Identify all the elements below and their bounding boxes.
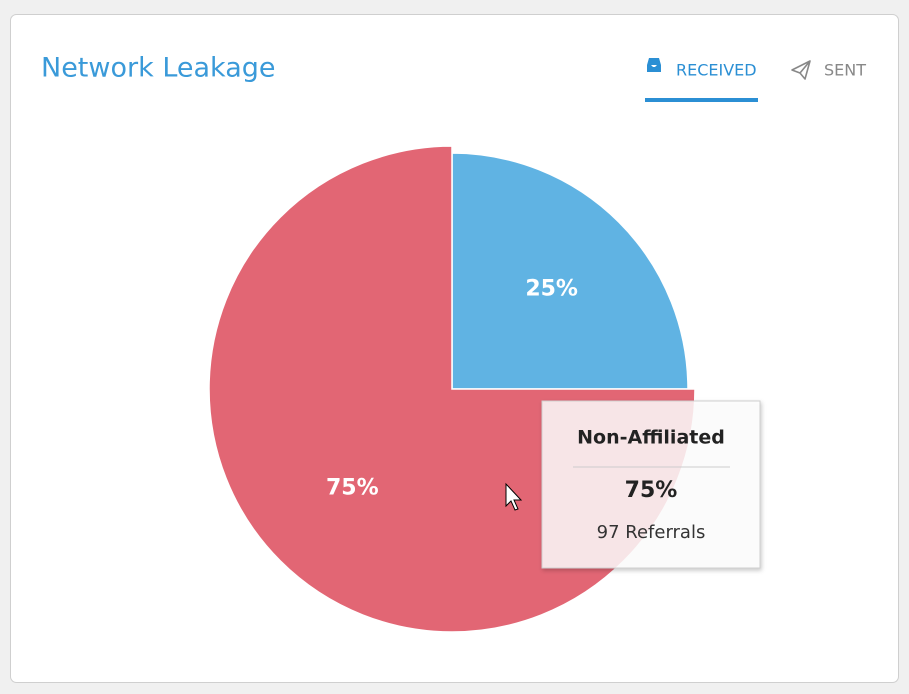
slice-label: 25%	[525, 276, 578, 301]
tab-received[interactable]: RECEIVED	[645, 58, 758, 102]
tooltip-title: Non-Affiliated	[577, 427, 725, 449]
tooltip-detail: 97 Referrals	[597, 522, 706, 543]
tab-label[interactable]: RECEIVED	[676, 61, 757, 80]
send-icon	[791, 60, 811, 80]
cursor	[505, 482, 523, 511]
inbox-icon	[647, 58, 661, 72]
tooltip: Non-Affiliated 75% 97 Referrals	[541, 400, 761, 569]
slice-label: 75%	[326, 476, 379, 501]
pie-slice	[451, 152, 689, 390]
tab-label[interactable]: SENT	[824, 61, 866, 80]
tab-sent[interactable]: SENT	[791, 60, 866, 80]
tooltip-box	[541, 400, 761, 569]
tooltip-value: 75%	[625, 478, 678, 503]
chart-title: Network Leakage	[41, 53, 276, 84]
tab-underline	[645, 98, 758, 102]
